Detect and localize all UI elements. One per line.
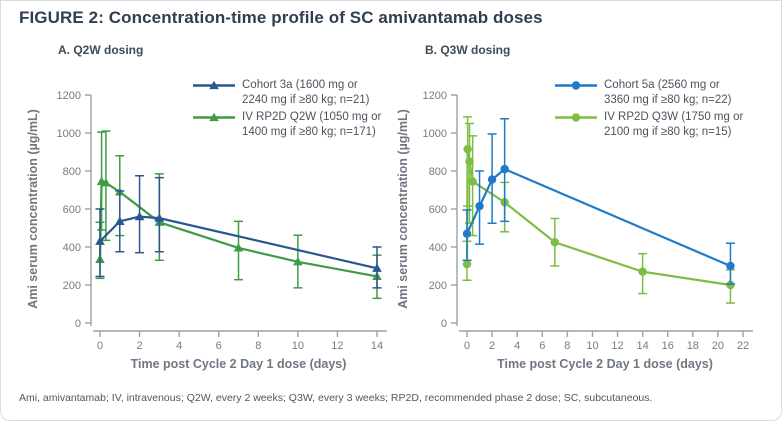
svg-text:12: 12 (611, 340, 623, 352)
svg-text:0: 0 (97, 340, 103, 352)
legend-label: Cohort 3a (1600 mg or 2240 mg if ≥80 kg; … (242, 79, 370, 106)
legend-item: Cohort 3a (1600 mg or 2240 mg if ≥80 kg; … (193, 78, 381, 107)
chart-b-svg: 0 200 400 600 800 1000 1200 0 2 4 6 8 10 12 14 16 18 20 22… (396, 90, 753, 371)
legend-triangle-marker-icon (193, 80, 235, 90)
panel-b-legend: Cohort 5a (2560 mg or 3360 mg if ≥80 kg; … (555, 78, 743, 142)
svg-text:2: 2 (489, 340, 495, 352)
svg-text:4: 4 (514, 340, 520, 352)
svg-text:16: 16 (662, 340, 674, 352)
legend-item: IV RP2D Q3W (1750 mg or 2100 mg if ≥80 kg… (555, 110, 743, 139)
svg-text:400: 400 (429, 242, 447, 254)
svg-text:Ami serum concentration (µg/mL: Ami serum concentration (µg/mL) (26, 109, 40, 309)
svg-text:18: 18 (687, 340, 699, 352)
svg-text:Time post Cycle 2 Day 1 dose (: Time post Cycle 2 Day 1 dose (days) (497, 357, 713, 371)
panel-a-label: A. Q2W dosing (58, 43, 144, 57)
svg-text:1000: 1000 (423, 128, 447, 140)
svg-text:600: 600 (63, 204, 81, 216)
svg-text:14: 14 (637, 340, 649, 352)
chart-a-svg: 0 200 400 600 800 1000 1200 0 2 4 6 8 10 12 14 Time pos… (26, 90, 387, 371)
svg-text:8: 8 (564, 340, 570, 352)
svg-text:0: 0 (441, 318, 447, 330)
legend-label: Cohort 5a (2560 mg or 3360 mg if ≥80 kg; … (604, 79, 732, 106)
figure-title: FIGURE 2: Concentration-time profile of … (19, 8, 543, 27)
svg-text:4: 4 (176, 340, 182, 352)
legend-triangle-marker-icon (193, 112, 235, 122)
legend-circle-marker-icon (555, 113, 597, 122)
svg-text:6: 6 (216, 340, 222, 352)
panel-a-legend: Cohort 3a (1600 mg or 2240 mg if ≥80 kg; … (193, 78, 381, 142)
svg-text:10: 10 (292, 340, 304, 352)
svg-text:400: 400 (63, 242, 81, 254)
svg-text:1000: 1000 (57, 128, 81, 140)
svg-text:800: 800 (63, 166, 81, 178)
svg-text:Ami serum concentration (µg/mL: Ami serum concentration (µg/mL) (396, 109, 410, 309)
svg-text:20: 20 (712, 340, 724, 352)
svg-text:200: 200 (63, 280, 81, 292)
svg-text:0: 0 (75, 318, 81, 330)
svg-text:Time post Cycle 2 Day 1 dose (: Time post Cycle 2 Day 1 dose (days) (131, 357, 347, 371)
legend-item: IV RP2D Q2W (1050 mg or 1400 mg if ≥80 kg… (193, 110, 381, 139)
svg-text:1200: 1200 (57, 90, 81, 102)
svg-text:22: 22 (737, 340, 749, 352)
figure-footnote: Ami, amivantamab; IV, intravenous; Q2W, … (19, 392, 653, 404)
panel-a: A. Q2W dosing Cohort 3a (1600 mg or 2240 … (21, 43, 399, 388)
svg-text:800: 800 (429, 166, 447, 178)
panel-b: B. Q3W dosing Cohort 5a (2560 mg or 3360 … (391, 43, 781, 388)
legend-circle-marker-icon (555, 81, 597, 90)
svg-text:10: 10 (586, 340, 598, 352)
svg-text:1200: 1200 (423, 90, 447, 102)
legend-label: IV RP2D Q2W (1050 mg or 1400 mg if ≥80 kg… (242, 111, 382, 138)
svg-text:14: 14 (371, 340, 383, 352)
svg-text:2: 2 (137, 340, 143, 352)
panel-b-label: B. Q3W dosing (425, 43, 511, 57)
svg-text:600: 600 (429, 204, 447, 216)
svg-text:200: 200 (429, 280, 447, 292)
svg-text:12: 12 (331, 340, 343, 352)
svg-text:0: 0 (464, 340, 470, 352)
legend-label: IV RP2D Q3W (1750 mg or 2100 mg if ≥80 kg… (604, 111, 744, 138)
svg-text:6: 6 (539, 340, 545, 352)
svg-text:8: 8 (255, 340, 261, 352)
legend-item: Cohort 5a (2560 mg or 3360 mg if ≥80 kg; … (555, 78, 743, 107)
